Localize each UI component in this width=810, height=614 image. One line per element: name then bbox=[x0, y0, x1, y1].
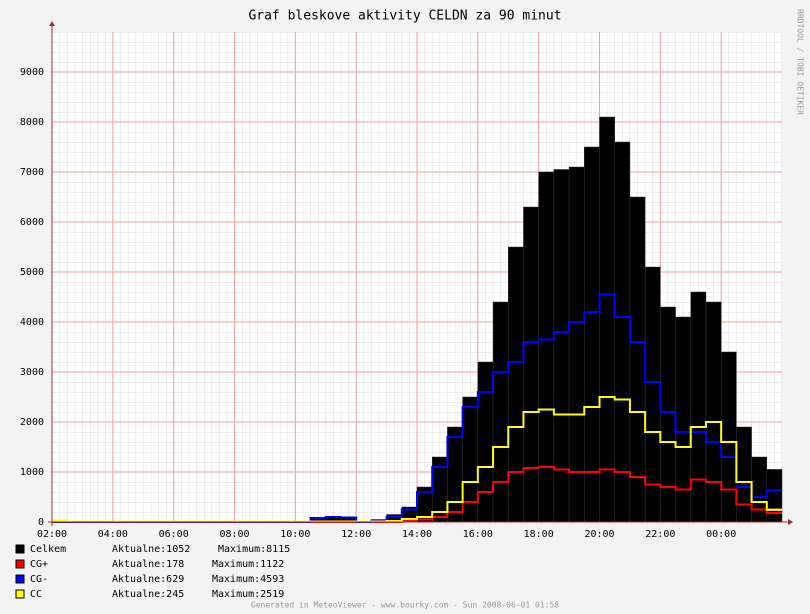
bar bbox=[462, 396, 479, 523]
y-tick-label: 8000 bbox=[20, 117, 44, 128]
bar bbox=[538, 171, 555, 523]
legend-stat: Maximum:1122 bbox=[212, 559, 284, 570]
legend-label: CC bbox=[30, 589, 42, 600]
bar bbox=[720, 351, 737, 523]
chart-title: Graf bleskove aktivity CELDN za 90 minut bbox=[248, 9, 561, 24]
legend-stat: Aktualne:1052 bbox=[112, 544, 190, 555]
bar bbox=[447, 426, 463, 523]
legend-swatch bbox=[15, 574, 25, 584]
y-axis-arrow bbox=[49, 21, 55, 26]
y-tick-label: 2000 bbox=[20, 417, 44, 428]
x-tick-label: 18:00 bbox=[524, 529, 554, 540]
y-tick-label: 9000 bbox=[20, 67, 44, 78]
bar bbox=[766, 469, 783, 523]
y-tick-label: 6000 bbox=[20, 217, 44, 228]
bar bbox=[675, 316, 692, 523]
bar bbox=[492, 301, 509, 523]
y-tick-label: 4000 bbox=[20, 317, 44, 328]
bar bbox=[508, 246, 524, 523]
legend-stat: Maximum:8115 bbox=[218, 544, 290, 555]
bar bbox=[629, 196, 646, 523]
y-tick-label: 5000 bbox=[20, 267, 44, 278]
bar bbox=[660, 306, 676, 523]
legend-stat: Aktualne:629 bbox=[112, 574, 184, 585]
legend-label: Celkem bbox=[30, 544, 66, 555]
bar bbox=[477, 361, 494, 523]
bar bbox=[568, 166, 585, 523]
bar bbox=[736, 426, 752, 523]
x-tick-label: 16:00 bbox=[463, 529, 493, 540]
y-tick-label: 3000 bbox=[20, 367, 44, 378]
x-tick-label: 00:00 bbox=[706, 529, 736, 540]
x-tick-label: 02:00 bbox=[37, 529, 67, 540]
bar bbox=[751, 456, 768, 523]
legend-stat: Maximum:4593 bbox=[212, 574, 284, 585]
y-tick-label: 7000 bbox=[20, 167, 44, 178]
x-tick-label: 10:00 bbox=[280, 529, 310, 540]
legend-label: CG+ bbox=[30, 559, 48, 570]
bar bbox=[705, 301, 722, 523]
x-tick-label: 04:00 bbox=[98, 529, 128, 540]
x-tick-label: 12:00 bbox=[341, 529, 371, 540]
y-tick-label: 0 bbox=[38, 517, 44, 528]
x-tick-label: 22:00 bbox=[645, 529, 675, 540]
bar bbox=[599, 116, 615, 523]
x-tick-label: 08:00 bbox=[219, 529, 249, 540]
legend-stat: Aktualne:245 bbox=[112, 589, 184, 600]
bar bbox=[614, 141, 631, 523]
legend-label: CG- bbox=[30, 574, 48, 585]
footer: Generated in MeteoViewer - www.bourky.co… bbox=[251, 601, 559, 610]
legend-stat: Maximum:2519 bbox=[212, 589, 284, 600]
side-label: RRDTOOL / TOBI OETIKER bbox=[796, 9, 805, 115]
bar bbox=[690, 291, 707, 523]
bar bbox=[584, 146, 600, 523]
x-tick-label: 20:00 bbox=[584, 529, 614, 540]
legend-swatch bbox=[15, 589, 25, 599]
legend-swatch bbox=[15, 544, 25, 554]
y-tick-label: 1000 bbox=[20, 467, 44, 478]
x-tick-label: 14:00 bbox=[402, 529, 432, 540]
x-tick-label: 06:00 bbox=[159, 529, 189, 540]
bar bbox=[523, 206, 539, 523]
x-axis-arrow bbox=[788, 519, 793, 525]
legend-stat: Aktualne:178 bbox=[112, 559, 184, 570]
legend-swatch bbox=[15, 559, 25, 569]
